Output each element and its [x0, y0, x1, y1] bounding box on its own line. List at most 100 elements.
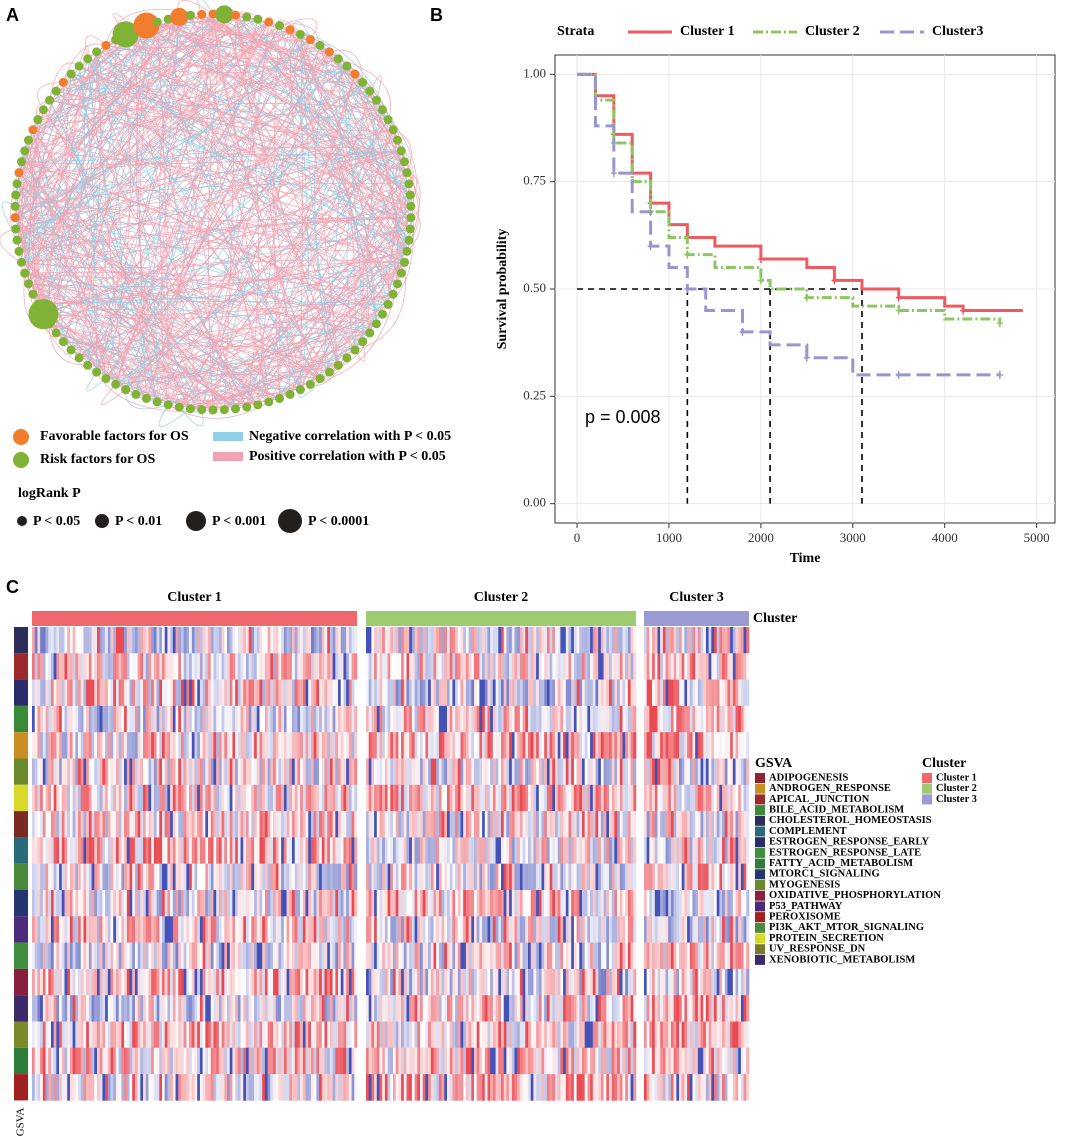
- heatmap-cell: [436, 916, 440, 943]
- heatmap-cell: [417, 863, 421, 891]
- heatmap-cell: [329, 916, 333, 943]
- legend-label: Positive correlation with P < 0.05: [249, 449, 446, 464]
- heatmap-cell: [151, 890, 155, 917]
- heatmap-cell: [457, 627, 461, 654]
- heatmap-cell: [218, 705, 222, 733]
- heatmap-cell: [511, 679, 515, 707]
- heatmap-cell: [519, 916, 523, 943]
- heatmap-cell: [270, 811, 274, 838]
- heatmap-cell: [740, 653, 744, 680]
- heatmap-cell: [544, 679, 548, 707]
- panel-label: A: [6, 5, 19, 25]
- heatmap-cell: [366, 811, 369, 838]
- heatmap-cell: [178, 995, 182, 1022]
- heatmap-cell: [433, 1047, 437, 1075]
- heatmap-cell: [351, 627, 355, 654]
- heatmap-cell: [88, 968, 92, 996]
- heatmap-cell: [738, 679, 742, 707]
- heatmap-cell: [487, 732, 491, 759]
- heatmap-cell: [300, 942, 304, 970]
- heatmap-cell: [292, 968, 296, 996]
- heatmap-cell: [525, 653, 529, 680]
- heatmap-cell: [366, 758, 369, 786]
- heatmap-cell: [321, 968, 325, 996]
- heatmap-cell: [83, 916, 87, 943]
- heatmap-cell: [654, 627, 658, 654]
- heatmap-cell: [430, 1021, 434, 1049]
- network-edge: [346, 66, 383, 111]
- network-node: [371, 319, 381, 329]
- network-edge: [14, 39, 311, 219]
- heatmap-cell: [662, 627, 666, 654]
- heatmap-cell: [627, 916, 631, 943]
- heatmap-cell: [278, 784, 282, 812]
- heatmap-cell: [329, 968, 333, 996]
- heatmap-cell: [652, 705, 656, 733]
- heatmap-cell: [340, 890, 344, 917]
- heatmap-cell: [468, 732, 472, 759]
- heatmap-cell: [329, 837, 333, 864]
- heatmap-cell: [240, 627, 244, 654]
- heatmap-cell: [565, 653, 569, 680]
- heatmap-cell: [517, 811, 521, 838]
- heatmap-cell: [509, 968, 513, 996]
- heatmap-cell: [132, 890, 136, 917]
- heatmap-cell: [183, 784, 187, 812]
- heatmap-cell: [319, 890, 323, 917]
- heatmap-cell: [511, 837, 515, 864]
- heatmap-cell: [118, 863, 122, 891]
- heatmap-cell: [94, 758, 98, 786]
- heatmap-cell: [536, 758, 540, 786]
- heatmap-cell: [447, 732, 450, 759]
- network-edge: [78, 150, 402, 359]
- heatmap-cell: [522, 863, 526, 891]
- heatmap-cell: [420, 679, 423, 707]
- heatmap-cell: [565, 1047, 569, 1075]
- heatmap-cell: [673, 705, 677, 733]
- heatmap-cell: [205, 705, 209, 733]
- heatmap-cell: [382, 863, 386, 891]
- heatmap-cell: [536, 653, 540, 680]
- heatmap-cell: [224, 968, 228, 996]
- heatmap-cell: [501, 758, 504, 786]
- heatmap-cell: [275, 890, 279, 917]
- heatmap-cell: [382, 1021, 386, 1049]
- heatmap-cell: [302, 837, 306, 864]
- heatmap-cell: [414, 942, 418, 970]
- heatmap-cell: [310, 1047, 314, 1075]
- heatmap-cell: [267, 1047, 271, 1075]
- heatmap-cell: [283, 863, 287, 891]
- heatmap-cell: [124, 811, 128, 838]
- heatmap-cell: [511, 784, 515, 812]
- heatmap-cell: [205, 942, 209, 970]
- heatmap-cell: [94, 1021, 98, 1049]
- heatmap-cell: [275, 732, 279, 759]
- heatmap-cell: [110, 890, 114, 917]
- heatmap-cell: [393, 968, 396, 996]
- heatmap-cell: [335, 758, 339, 786]
- censor-mark: [684, 285, 691, 293]
- legend-label: Cluster 1: [680, 24, 735, 39]
- heatmap-cell: [159, 732, 163, 759]
- heatmap-cell: [178, 890, 182, 917]
- heatmap-cell: [186, 995, 190, 1022]
- heatmap-cell: [324, 968, 328, 996]
- heatmap-cell: [156, 890, 160, 917]
- heatmap-cell: [180, 732, 184, 759]
- heatmap-cell: [78, 811, 82, 838]
- network-node: [342, 61, 352, 71]
- heatmap-cell: [50, 968, 54, 996]
- heatmap-cell: [571, 837, 575, 864]
- network-node: [231, 10, 241, 20]
- heatmap-cell: [335, 705, 339, 733]
- heatmap-cell: [102, 837, 106, 864]
- heatmap-cell: [243, 627, 247, 654]
- heatmap-cell: [107, 837, 111, 864]
- heatmap-cell: [129, 1021, 133, 1049]
- heatmap-cell: [321, 653, 325, 680]
- heatmap-cell: [420, 890, 423, 917]
- heatmap-cell: [189, 916, 193, 943]
- heatmap-cell: [162, 968, 166, 996]
- heatmap-cell: [509, 653, 513, 680]
- heatmap-cell: [91, 653, 95, 680]
